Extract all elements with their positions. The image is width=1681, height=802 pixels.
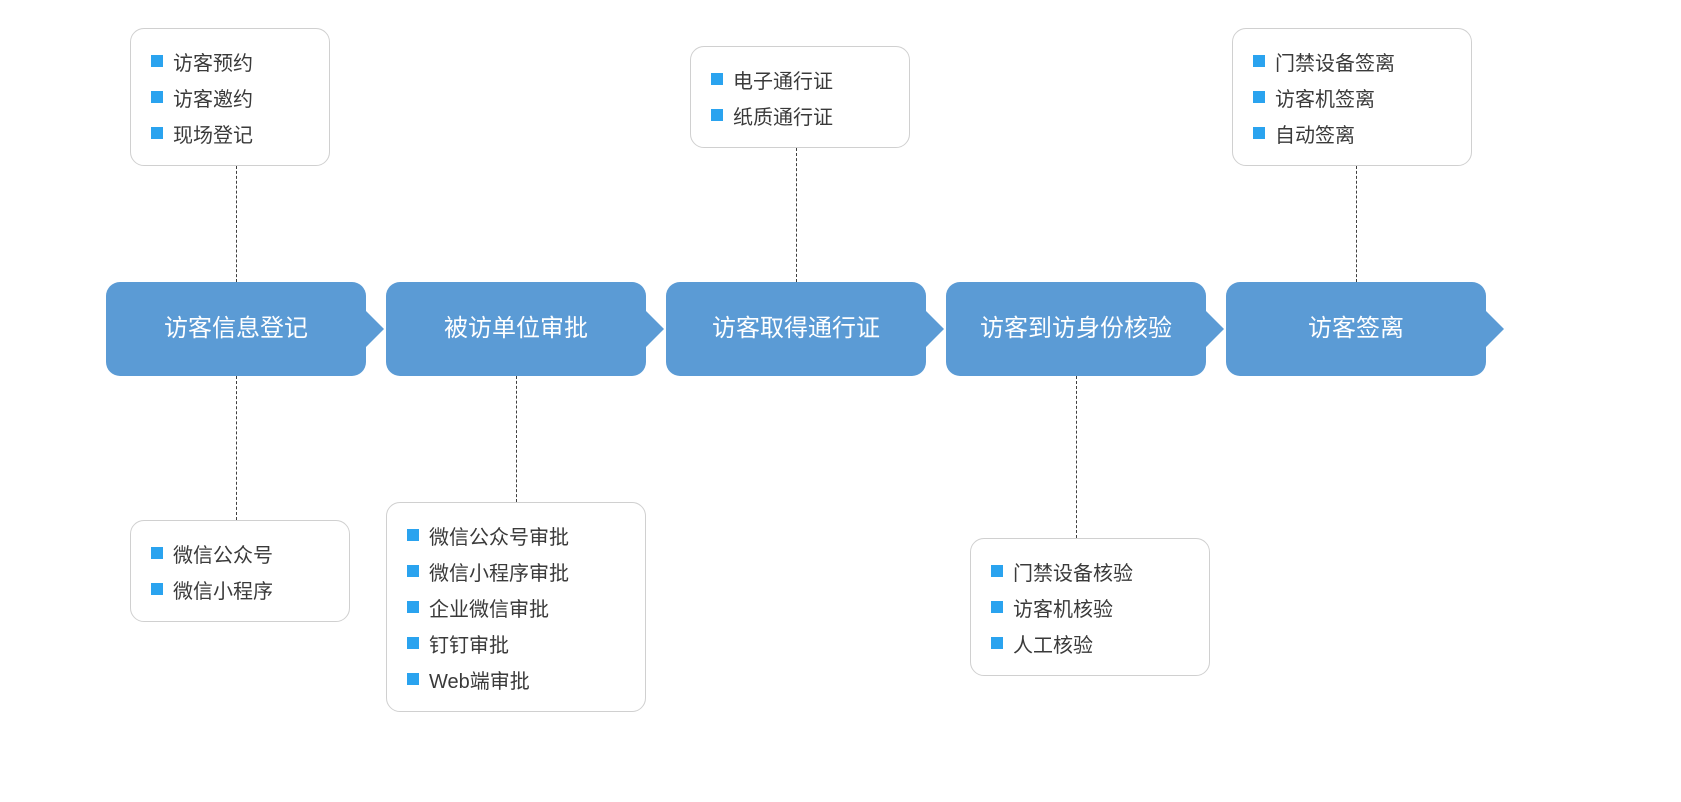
note-item: Web端审批 (407, 661, 623, 697)
connector-line (1076, 376, 1077, 538)
note-item: 纸质通行证 (711, 97, 887, 133)
note-item-label: 微信小程序 (173, 575, 273, 604)
note-box-n3a: 电子通行证纸质通行证 (690, 46, 910, 148)
square-bullet-icon (711, 73, 723, 85)
note-item-label: 自动签离 (1275, 119, 1355, 148)
square-bullet-icon (991, 601, 1003, 613)
note-item: 访客机核验 (991, 589, 1187, 625)
arrow-right-icon (1206, 311, 1224, 347)
note-item: 访客邀约 (151, 79, 307, 115)
note-box-n2b: 微信公众号审批微信小程序审批企业微信审批钉钉审批 Web端审批 (386, 502, 646, 712)
flow-step-s5: 访客签离 (1226, 282, 1486, 376)
note-item: 微信公众号审批 (407, 517, 623, 553)
arrow-right-icon (366, 311, 384, 347)
note-item: 人工核验 (991, 625, 1187, 661)
note-item: 门禁设备核验 (991, 553, 1187, 589)
square-bullet-icon (151, 583, 163, 595)
connector-line (236, 376, 237, 520)
note-item-label: 微信小程序审批 (429, 557, 569, 586)
square-bullet-icon (151, 55, 163, 67)
square-bullet-icon (991, 637, 1003, 649)
note-box-n1b: 微信公众号微信小程序 (130, 520, 350, 622)
note-item-label: 微信公众号审批 (429, 521, 569, 550)
note-box-n4b: 门禁设备核验访客机核验人工核验 (970, 538, 1210, 676)
square-bullet-icon (151, 547, 163, 559)
note-item: 微信小程序审批 (407, 553, 623, 589)
note-item-label: 纸质通行证 (733, 101, 833, 130)
square-bullet-icon (711, 109, 723, 121)
flow-step-s3: 访客取得通行证 (666, 282, 926, 376)
flow-step-s4: 访客到访身份核验 (946, 282, 1206, 376)
flow-step-label: 访客取得通行证 (712, 314, 880, 344)
note-box-n5a: 门禁设备签离访客机签离自动签离 (1232, 28, 1472, 166)
note-item-label: 钉钉审批 (429, 629, 509, 658)
note-item-label: 人工核验 (1013, 629, 1093, 658)
note-item-label: 访客预约 (173, 47, 253, 76)
square-bullet-icon (407, 673, 419, 685)
square-bullet-icon (407, 565, 419, 577)
note-item: 自动签离 (1253, 115, 1449, 151)
flow-step-s1: 访客信息登记 (106, 282, 366, 376)
note-item-label: 访客邀约 (173, 83, 253, 112)
arrow-right-icon (646, 311, 664, 347)
note-item: 门禁设备签离 (1253, 43, 1449, 79)
flow-step-label: 访客签离 (1308, 314, 1404, 344)
note-item: 微信小程序 (151, 571, 327, 607)
note-item: 微信公众号 (151, 535, 327, 571)
connector-line (236, 166, 237, 282)
flow-step-s2: 被访单位审批 (386, 282, 646, 376)
note-item-label: 门禁设备核验 (1013, 557, 1133, 586)
square-bullet-icon (1253, 55, 1265, 67)
note-item: 访客预约 (151, 43, 307, 79)
note-item: 企业微信审批 (407, 589, 623, 625)
square-bullet-icon (1253, 127, 1265, 139)
square-bullet-icon (151, 91, 163, 103)
note-item-label: 电子通行证 (733, 65, 833, 94)
flowchart-canvas: 访客信息登记 被访单位审批 访客取得通行证 访客到访身份核验 访客签离 访客预约访客邀约现… (0, 0, 1681, 802)
note-box-n1a: 访客预约访客邀约现场登记 (130, 28, 330, 166)
square-bullet-icon (407, 637, 419, 649)
note-item-label: 访客机签离 (1275, 83, 1375, 112)
square-bullet-icon (1253, 91, 1265, 103)
note-item: 电子通行证 (711, 61, 887, 97)
connector-line (1356, 166, 1357, 282)
arrow-right-icon (1486, 311, 1504, 347)
square-bullet-icon (407, 601, 419, 613)
flow-step-label: 被访单位审批 (444, 314, 588, 344)
arrow-right-icon (926, 311, 944, 347)
note-item-label: 企业微信审批 (429, 593, 549, 622)
note-item-label: 微信公众号 (173, 539, 273, 568)
note-item-label: 门禁设备签离 (1275, 47, 1395, 76)
square-bullet-icon (991, 565, 1003, 577)
note-item: 访客机签离 (1253, 79, 1449, 115)
note-item: 现场登记 (151, 115, 307, 151)
connector-line (516, 376, 517, 502)
square-bullet-icon (151, 127, 163, 139)
note-item-label: 现场登记 (173, 119, 253, 148)
square-bullet-icon (407, 529, 419, 541)
flow-step-label: 访客到访身份核验 (980, 314, 1172, 344)
note-item: 钉钉审批 (407, 625, 623, 661)
connector-line (796, 148, 797, 282)
note-item-label: 访客机核验 (1013, 593, 1113, 622)
note-item-label: Web端审批 (429, 665, 530, 694)
flow-step-label: 访客信息登记 (164, 314, 308, 344)
